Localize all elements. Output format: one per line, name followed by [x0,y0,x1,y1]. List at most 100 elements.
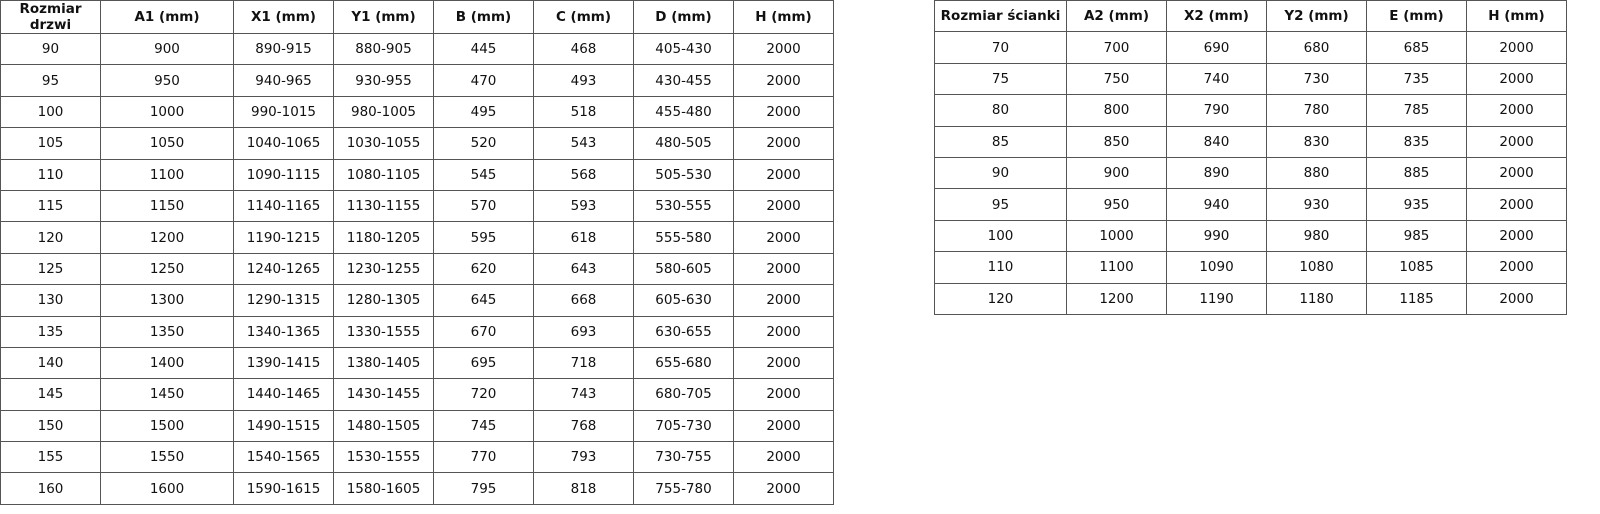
table-cell: 555-580 [633,221,734,254]
table-cell: 160 [0,472,101,505]
table-row: 95 950 940 930 935 2000 [934,188,1567,221]
table-cell: 2000 [1466,188,1567,221]
table-cell: 1340-1365 [233,315,334,348]
table-cell: 543 [533,127,634,160]
table-cell: 690 [1166,31,1267,64]
table-row: 105 1050 1040-1065 1030-1055 520 543 480-505 20… [0,127,834,160]
table-cell: 120 [934,282,1067,315]
table-cell: 580-605 [633,252,734,286]
table-cell: 745 [433,409,534,443]
table-cell: 518 [533,95,634,129]
table-cell: 655-680 [633,346,734,380]
table-cell: 2000 [733,409,834,443]
table-cell: 740 [1166,62,1267,96]
table-cell: 1185 [1366,282,1467,315]
table-row: 120 1200 1190-1215 1180-1205 595 618 555-580 20… [0,221,834,254]
table-row: 155 1550 1540-1565 1530-1555 770 793 730-755 20… [0,441,834,474]
table-cell: 800 [1066,94,1167,127]
table-row: 100 1000 990 980 985 2000 [934,219,1567,253]
table-cell: 470 [433,64,534,97]
table-cell: 505-530 [633,158,734,191]
column-header: Rozmiar drzwi [0,0,101,34]
column-header: A2 (mm) [1066,0,1167,33]
table-cell: 2000 [1466,282,1567,315]
table-cell: 1580-1605 [333,472,434,505]
table-cell: 1090-1115 [233,158,334,191]
table-cell: 155 [0,441,101,474]
table-cell: 900 [1066,156,1167,190]
table-cell: 850 [1066,125,1167,158]
wall-size-table: Rozmiar ścianki A2 (mm) X2 (mm) Y2 (mm) E (m… [934,0,1567,315]
table-cell: 95 [934,188,1067,221]
table-row: 110 1100 1090 1080 1085 2000 [934,251,1567,284]
table-cell: 1090 [1166,251,1267,284]
table-cell: 1240-1265 [233,252,334,286]
table-cell: 1180 [1266,282,1367,315]
table-cell: 1100 [1066,251,1167,284]
table-cell: 1380-1405 [333,346,434,380]
table-cell: 110 [0,158,101,191]
header-row: Rozmiar ścianki A2 (mm) X2 (mm) Y2 (mm) E (m… [934,0,1567,33]
table-cell: 1500 [100,409,234,443]
table-cell: 495 [433,95,534,129]
table-cell: 735 [1366,62,1467,96]
table-cell: 1085 [1366,251,1467,284]
table-cell: 2000 [733,284,834,317]
table-cell: 130 [0,284,101,317]
table-cell: 520 [433,127,534,160]
table-cell: 880-905 [333,32,434,66]
table-cell: 1440-1465 [233,378,334,411]
table-cell: 468 [533,32,634,66]
door-size-table: Rozmiar drzwi A1 (mm) X1 (mm) Y1 (mm) B (mm)… [0,0,834,505]
table-cell: 900 [100,32,234,66]
column-header: Y2 (mm) [1266,0,1367,33]
table-cell: 2000 [733,441,834,474]
table-cell: 835 [1366,125,1467,158]
table-cell: 1590-1615 [233,472,334,505]
column-header: A1 (mm) [100,0,234,34]
table-cell: 1280-1305 [333,284,434,317]
table-cell: 670 [433,315,534,348]
table-cell: 950 [100,64,234,97]
table-cell: 2000 [733,472,834,505]
table-cell: 818 [533,472,634,505]
table-cell: 2000 [1466,219,1567,253]
table-cell: 1040-1065 [233,127,334,160]
table-cell: 620 [433,252,534,286]
table-cell: 700 [1066,31,1167,64]
table-cell: 668 [533,284,634,317]
table-cell: 693 [533,315,634,348]
table-cell: 430-455 [633,64,734,97]
table-row: 145 1450 1440-1465 1430-1455 720 743 680-705 20… [0,378,834,411]
table-cell: 1080 [1266,251,1367,284]
table-cell: 2000 [1466,251,1567,284]
table-cell: 743 [533,378,634,411]
table-cell: 2000 [1466,94,1567,127]
table-cell: 795 [433,472,534,505]
table-cell: 890-915 [233,32,334,66]
table-cell: 545 [433,158,534,191]
table-row: 95 950 940-965 930-955 470 493 430-455 2000 [0,64,834,97]
table-cell: 785 [1366,94,1467,127]
table-cell: 80 [934,94,1067,127]
table-cell: 940-965 [233,64,334,97]
table-row: 120 1200 1190 1180 1185 2000 [934,282,1567,315]
table-cell: 930-955 [333,64,434,97]
table-cell: 1330-1555 [333,315,434,348]
table-row: 140 1400 1390-1415 1380-1405 695 718 655-680 20… [0,346,834,380]
table-cell: 1300 [100,284,234,317]
table-cell: 755-780 [633,472,734,505]
table-row: 115 1150 1140-1165 1130-1155 570 593 530-555 20… [0,189,834,223]
table-cell: 445 [433,32,534,66]
table-row: 130 1300 1290-1315 1280-1305 645 668 605-630 20… [0,284,834,317]
column-header: X2 (mm) [1166,0,1267,33]
table-cell: 830 [1266,125,1367,158]
column-header: H (mm) [1466,0,1567,33]
table-cell: 568 [533,158,634,191]
table-cell: 90 [934,156,1067,190]
table-cell: 135 [0,315,101,348]
table-cell: 750 [1066,62,1167,96]
table-row: 90 900 890 880 885 2000 [934,156,1567,190]
table-cell: 2000 [733,252,834,286]
table-cell: 1600 [100,472,234,505]
